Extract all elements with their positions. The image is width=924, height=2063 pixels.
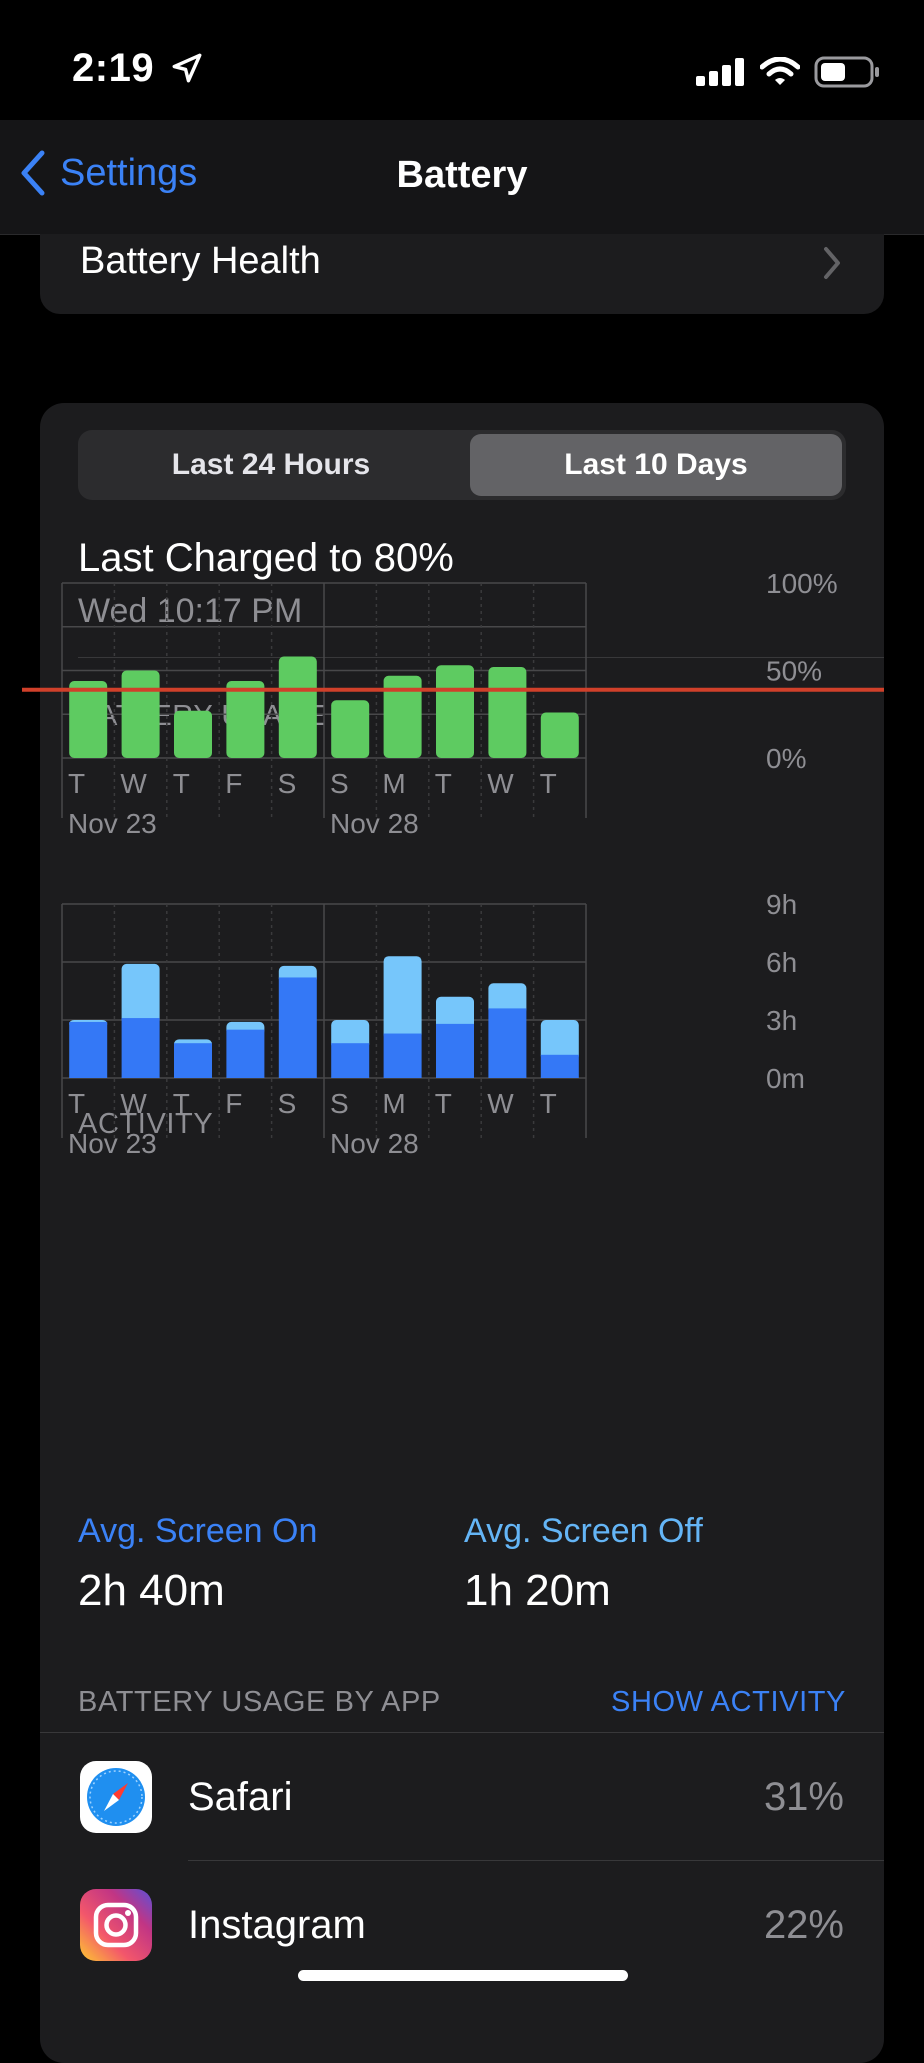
app-name: Instagram — [188, 1903, 366, 1947]
screen-on-bar — [226, 1029, 265, 1078]
screen-off-bar — [383, 956, 422, 1040]
avg-screen-off-label: Avg. Screen Off — [464, 1512, 703, 1550]
screen-off-bar — [488, 983, 527, 1015]
avg-screen-on-value: 2h 40m — [78, 1566, 225, 1615]
back-button[interactable]: Settings — [20, 150, 197, 196]
safari-icon — [80, 1761, 152, 1833]
y-tick-label: 3h — [766, 1005, 797, 1036]
screen-on-bar — [69, 1021, 108, 1078]
battery-usage-bar — [488, 667, 527, 758]
x-tick-label: W — [120, 768, 147, 799]
battery-usage-bar — [540, 712, 579, 758]
status-time: 2:19 — [72, 46, 204, 91]
y-tick-label: 100% — [766, 568, 838, 599]
y-tick-label: 6h — [766, 947, 797, 978]
date-label: Nov 23 — [68, 1128, 157, 1159]
chevron-left-icon — [21, 150, 45, 196]
x-tick-label: S — [278, 1088, 297, 1119]
x-tick-label: T — [68, 1088, 85, 1119]
screen-on-bar — [383, 1033, 422, 1078]
screen-off-bar — [121, 963, 160, 1025]
battery-usage-bar — [226, 681, 265, 758]
chevron-right-icon — [824, 247, 840, 279]
screen-on-bar — [121, 1018, 160, 1078]
segment-last-24-hours[interactable]: Last 24 Hours — [171, 448, 371, 481]
show-activity-button[interactable]: SHOW ACTIVITY — [611, 1686, 846, 1718]
x-tick-label: M — [382, 1088, 405, 1119]
battery-icon — [814, 56, 879, 88]
avg-screen-on-label: Avg. Screen On — [78, 1512, 318, 1550]
x-tick-label: W — [120, 1088, 147, 1119]
divider — [78, 657, 884, 658]
battery-usage-bar — [383, 675, 422, 758]
back-label: Settings — [60, 151, 198, 194]
instagram-icon — [80, 1889, 152, 1961]
y-tick-label: 9h — [766, 889, 797, 920]
x-tick-label: T — [540, 768, 557, 799]
app-row-instagram[interactable]: Instagram 22% — [40, 1861, 884, 1989]
x-tick-label: S — [330, 1088, 349, 1119]
activity-title: ACTIVITY — [78, 1108, 214, 1140]
screen-off-bar — [331, 1020, 370, 1050]
home-indicator — [298, 1970, 628, 1981]
screen-on-bar — [174, 1043, 212, 1078]
battery-usage-bar — [69, 681, 108, 758]
x-tick-label: T — [68, 768, 85, 799]
screen-off-bar — [540, 1020, 579, 1061]
screen-off-bar — [436, 996, 474, 1030]
x-tick-label: T — [540, 1088, 557, 1119]
app-name: Safari — [188, 1775, 293, 1819]
battery-usage-bar — [174, 710, 212, 758]
x-tick-label: F — [225, 768, 242, 799]
last-charged-time: Wed 10:17 PM — [78, 592, 303, 630]
segment-last-10-days[interactable]: Last 10 Days — [470, 434, 842, 496]
x-tick-label: W — [487, 1088, 514, 1119]
x-tick-label: S — [278, 768, 297, 799]
app-percent: 31% — [763, 1775, 844, 1819]
x-tick-label: F — [225, 1088, 242, 1119]
page-title: Battery — [396, 154, 528, 196]
screen-on-bar — [488, 1008, 527, 1078]
date-label: Nov 28 — [330, 1128, 419, 1159]
app-percent: 22% — [763, 1903, 844, 1947]
time-range-segmented-control: Last 24 Hours Last 10 Days — [78, 430, 846, 500]
app-row-safari[interactable]: Safari 31% — [40, 1733, 884, 1861]
y-tick-label: 50% — [766, 656, 822, 687]
date-label: Nov 28 — [330, 808, 419, 839]
screen-on-bar — [331, 1043, 370, 1078]
status-indicators — [696, 52, 880, 92]
wifi-icon — [760, 57, 800, 85]
x-tick-label: S — [330, 768, 349, 799]
battery-usage-bar — [436, 665, 474, 758]
x-tick-label: T — [435, 768, 452, 799]
x-tick-label: T — [173, 768, 190, 799]
location-arrow-icon — [172, 53, 202, 83]
status-time-text: 2:19 — [72, 46, 155, 90]
battery-usage-bar — [331, 700, 370, 758]
y-tick-label: 0m — [766, 1063, 805, 1094]
x-tick-label: W — [487, 768, 514, 799]
x-tick-label: T — [435, 1088, 452, 1119]
screen-on-bar — [278, 977, 317, 1078]
avg-screen-off-value: 1h 20m — [464, 1566, 611, 1615]
last-charged-title: Last Charged to 80% — [78, 536, 454, 580]
battery-usage-bar — [278, 656, 317, 758]
screen-on-bar — [436, 1023, 474, 1078]
divider — [40, 1732, 884, 1733]
divider — [188, 1860, 884, 1861]
x-tick-label: T — [173, 1088, 190, 1119]
x-tick-label: M — [382, 768, 405, 799]
battery-health-row[interactable] — [40, 234, 884, 314]
battery-usage-by-app-title: BATTERY USAGE BY APP — [78, 1686, 441, 1718]
y-tick-label: 0% — [766, 743, 806, 774]
date-label: Nov 23 — [68, 808, 157, 839]
screen-on-bar — [540, 1054, 579, 1078]
battery-health-label: Battery Health — [80, 240, 321, 282]
battery-usage-bar — [121, 670, 160, 758]
cellular-signal-icon — [696, 58, 744, 86]
